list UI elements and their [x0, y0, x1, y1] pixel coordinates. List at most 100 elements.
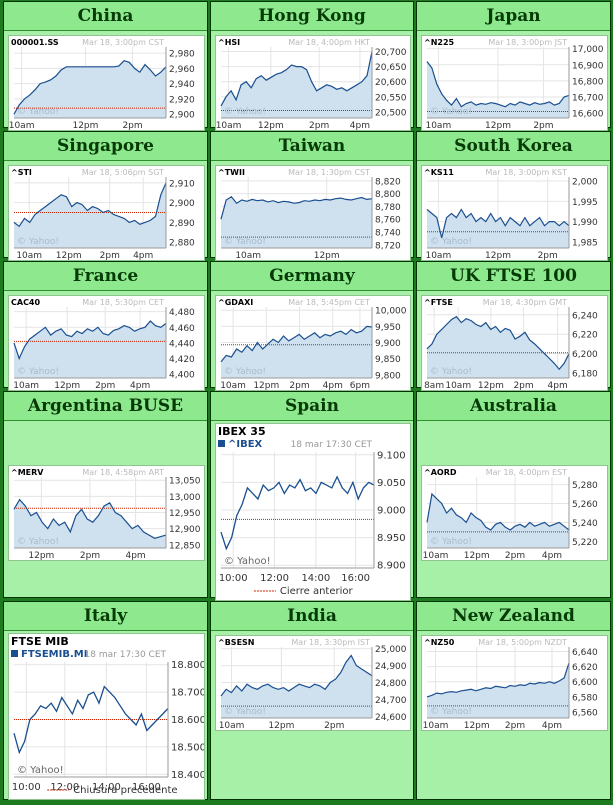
- region-title[interactable]: UK FTSE 100: [417, 262, 610, 291]
- region-title[interactable]: South Korea: [417, 132, 610, 161]
- timestamp: Mar 18, 3:00pm CST: [82, 38, 164, 47]
- y-tick-label: 9.000: [377, 506, 406, 517]
- x-tick-label: 12pm: [314, 251, 340, 260]
- region-title[interactable]: Singapore: [4, 132, 207, 161]
- series-area: [14, 60, 166, 118]
- yahoo-watermark: © Yahoo!: [17, 537, 59, 547]
- x-tick-label: 12pm: [464, 721, 490, 730]
- y-tick-label: 1,990: [572, 218, 598, 228]
- yahoo-watermark: © Yahoo!: [430, 237, 472, 247]
- x-tick-label: 2pm: [324, 721, 344, 730]
- y-tick-label: 2,880: [169, 239, 195, 249]
- price-line: [426, 492, 570, 531]
- chart-panel[interactable]: ^N225 Mar 18, 3:00pm JST 17,000 16,900 16,80…: [421, 35, 608, 131]
- x-tick-label: 10am: [219, 721, 245, 730]
- y-tick-label: 8,760: [375, 216, 401, 226]
- x-tick-label: 12pm: [485, 251, 511, 260]
- chart-panel[interactable]: ^MERV Mar 18, 4:58pm ART 13,050 13,000 12,95…: [8, 465, 205, 561]
- y-tick-label: 13,050: [169, 477, 201, 487]
- price-chart: ^STI Mar 18, 5:06pm SGT 2,910 2,900 2,890 2,8…: [11, 168, 195, 261]
- y-tick-label: 18.600: [171, 715, 204, 726]
- x-tick-label: 4pm: [130, 381, 150, 390]
- y-tick-label: 5,260: [572, 500, 598, 510]
- ticker-symbol: ^STI: [11, 168, 32, 177]
- yahoo-watermark: © Yahoo!: [17, 367, 59, 377]
- y-tick-label: 20,550: [375, 93, 407, 103]
- y-tick-label: 16,600: [572, 110, 604, 120]
- x-tick-label: 10am: [425, 251, 451, 260]
- y-tick-label: 6,600: [572, 678, 598, 688]
- ticker-symbol: ^HSI: [218, 38, 240, 47]
- x-tick-label: 12pm: [268, 721, 294, 730]
- timestamp: Mar 18, 3:00pm JST: [488, 38, 567, 47]
- x-tick-label: 4pm: [133, 251, 153, 260]
- chart-panel[interactable]: IBEX 35 ^IBEX 18 mar 17:30 CET 9.100 9.050 9.…: [215, 423, 411, 601]
- x-tick-label: 12pm: [253, 381, 279, 390]
- x-tick-label: 2pm: [309, 121, 329, 130]
- x-tick-label: 4pm: [548, 381, 568, 390]
- timestamp: Mar 18, 4:30pm GMT: [483, 298, 567, 307]
- y-tick-label: 8,740: [375, 229, 401, 239]
- y-tick-label: 2,900: [169, 199, 195, 209]
- chart-panel[interactable]: ^BSESN Mar 18, 3:30pm IST 25,000 24,900 24,8…: [215, 635, 411, 731]
- price-chart: ^TWII Mar 18, 1:30pm CST 8,820 8,800 8,780 8,…: [218, 168, 401, 261]
- x-tick-label: 12pm: [72, 121, 98, 130]
- region-title[interactable]: Japan: [417, 2, 610, 31]
- y-tick-label: 18.400: [171, 770, 204, 781]
- x-tick-label: 2pm: [538, 251, 558, 260]
- x-tick-label: 14:00: [92, 782, 121, 793]
- chart-panel[interactable]: ^GDAXI Mar 18, 5:45pm CET 10,000 9,950 9,900…: [215, 295, 411, 391]
- x-tick-label: 12pm: [258, 121, 284, 130]
- region-title[interactable]: Spain: [211, 392, 413, 421]
- y-tick-label: 8.900: [377, 561, 406, 572]
- region-title[interactable]: France: [4, 262, 207, 291]
- region-title[interactable]: Italy: [4, 602, 207, 631]
- y-tick-label: 6,240: [572, 311, 598, 321]
- chart-panel[interactable]: ^HSI Mar 18, 4:00pm HKT 20,700 20,650 20,600…: [215, 35, 411, 131]
- price-line: [220, 196, 373, 220]
- x-tick-label: 10am: [16, 251, 42, 260]
- region-title[interactable]: India: [211, 602, 413, 631]
- x-tick-label: 6pm: [350, 381, 370, 390]
- x-tick-label: 2pm: [505, 551, 525, 560]
- region-title[interactable]: China: [4, 2, 207, 31]
- region-title[interactable]: Taiwan: [211, 132, 413, 161]
- y-tick-label: 6,640: [572, 648, 598, 658]
- y-tick-label: 2,000: [572, 178, 598, 188]
- y-tick-label: 9.100: [377, 450, 406, 461]
- region-title[interactable]: Hong Kong: [211, 2, 413, 31]
- chart-panel[interactable]: FTSE MIB FTSEMIB.MI 18 mar 17:30 CET 18.800…: [8, 633, 206, 800]
- series-area: [221, 655, 372, 718]
- yahoo-watermark: © Yahoo!: [224, 367, 266, 377]
- y-tick-label: 6,560: [572, 708, 598, 718]
- chart-panel[interactable]: ^NZ50 Mar 18, 5:00pm NZDT 6,640 6,620 6,600 6…: [421, 635, 608, 731]
- chart-panel[interactable]: ^STI Mar 18, 5:06pm SGT 2,910 2,900 2,890 2,8…: [8, 165, 205, 261]
- ticker-symbol: CAC40: [11, 298, 41, 307]
- y-tick-label: 2,940: [169, 80, 195, 90]
- price-line: [220, 654, 373, 697]
- chart-panel[interactable]: CAC40 Mar 18, 5:30pm CET 4,480 4,460 4,440 4,…: [8, 295, 205, 391]
- market-cell-spain: Spain IBEX 35 ^IBEX 18 mar 17:30 CET 9.100 9.…: [210, 391, 414, 601]
- chart-panel[interactable]: ^AORD Mar 18, 4:00pm EST 5,280 5,260 5,240 5,…: [421, 465, 608, 561]
- x-tick-label: 2pm: [505, 721, 525, 730]
- region-title[interactable]: Germany: [211, 262, 413, 291]
- region-title[interactable]: Argentina BUSE: [4, 392, 207, 421]
- ticker-symbol: ^AORD: [424, 468, 457, 477]
- y-tick-label: 8,780: [375, 203, 401, 213]
- x-tick-label: 10am: [9, 121, 34, 130]
- x-tick-label: 10am: [216, 121, 241, 130]
- x-tick-label: 4pm: [125, 551, 145, 560]
- chart-panel[interactable]: 000001.SS Mar 18, 3:00pm CST 2,980 2,960 2,9…: [8, 35, 205, 131]
- region-title[interactable]: New Zealand: [417, 602, 610, 631]
- x-tick-label: 4pm: [542, 551, 562, 560]
- y-tick-label: 25,000: [375, 645, 407, 655]
- x-tick-label: 10am: [445, 381, 471, 390]
- series-area: [427, 662, 569, 718]
- chart-panel[interactable]: ^TWII Mar 18, 1:30pm CST 8,820 8,800 8,780 8,…: [215, 165, 411, 261]
- chart-panel[interactable]: ^FTSE Mar 18, 4:30pm GMT 6,240 6,220 6,200 6,…: [421, 295, 608, 391]
- market-cell-uk-ftse-100: UK FTSE 100 ^FTSE Mar 18, 4:30pm GMT 6,240 6…: [416, 261, 611, 391]
- y-tick-label: 6,220: [572, 331, 598, 341]
- region-title[interactable]: Australia: [417, 392, 610, 421]
- x-tick-label: 2pm: [95, 381, 115, 390]
- chart-panel[interactable]: ^KS11 Mar 18, 3:00pm KST 2,000 1,995 1,990 1,…: [421, 165, 608, 261]
